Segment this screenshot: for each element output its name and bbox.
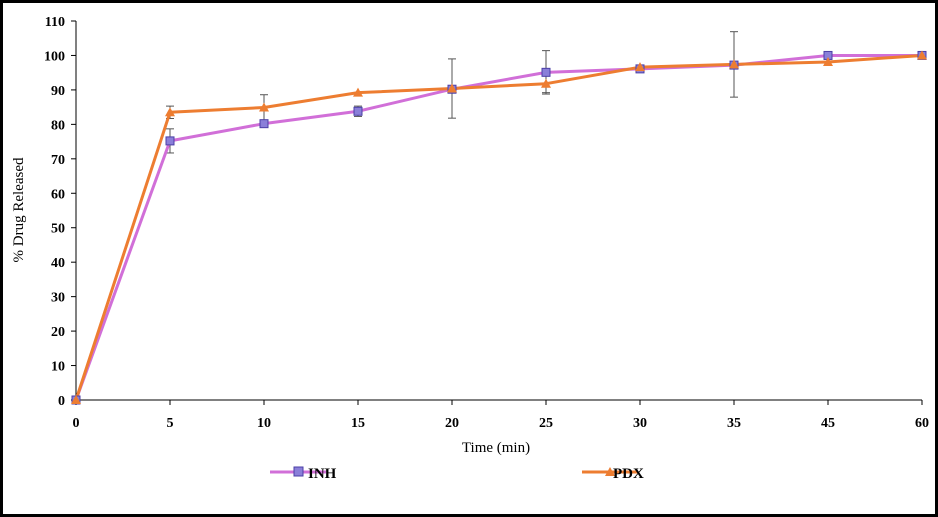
pdx-point — [729, 59, 739, 69]
y-tick-labels: 0 10 20 30 40 50 60 70 80 90 100 110 — [44, 15, 65, 409]
axes — [71, 20, 923, 405]
inh-point — [165, 136, 175, 146]
inh-series-line — [74, 53, 922, 401]
series-lines — [74, 53, 923, 401]
legend: INH PDX — [270, 466, 644, 482]
legend-pdx-label: PDX — [613, 466, 644, 482]
x-tick-labels: 0 5 10 15 20 25 30 35 45 60 — [73, 416, 930, 431]
y-tick-label: 100 — [44, 49, 65, 64]
x-tick-label: 15 — [351, 416, 365, 431]
legend-inh-label: INH — [308, 466, 337, 482]
x-tick-label: 30 — [633, 416, 647, 431]
y-tick-label: 110 — [45, 15, 65, 30]
legend-pdx-marker — [605, 467, 615, 476]
legend-inh-marker — [293, 466, 304, 477]
y-axis-title: % Drug Released — [11, 157, 27, 262]
x-tick-label: 5 — [167, 416, 174, 431]
x-tick-label: 10 — [257, 416, 271, 431]
pdx-point — [447, 83, 457, 93]
y-tick-label: 90 — [51, 84, 65, 99]
pdx-series-line — [74, 53, 923, 401]
inh-point — [259, 119, 269, 129]
pdx-point — [635, 62, 645, 72]
x-tick-label: 20 — [445, 416, 459, 431]
y-tick-label: 0 — [58, 394, 65, 409]
y-tick-label: 40 — [51, 256, 65, 271]
x-tick-label: 45 — [821, 416, 835, 431]
x-tick-label: 35 — [727, 416, 741, 431]
pdx-point — [353, 87, 363, 97]
pdx-point — [541, 78, 551, 88]
pdx-point — [259, 102, 269, 112]
x-tick-label: 0 — [73, 416, 80, 431]
y-tick-label: 80 — [51, 118, 65, 133]
y-tick-label: 50 — [51, 222, 65, 237]
series-markers — [71, 50, 927, 405]
inh-point — [353, 106, 363, 116]
y-tick-label: 60 — [51, 187, 65, 202]
pdx-point — [917, 50, 927, 60]
y-tick-label: 20 — [51, 325, 65, 340]
pdx-point — [71, 395, 81, 404]
inh-point — [541, 67, 551, 77]
pdx-point — [165, 107, 175, 117]
y-tick-label: 10 — [51, 360, 65, 375]
x-axis-title: Time (min) — [462, 440, 530, 456]
x-tick-label: 60 — [915, 416, 929, 431]
y-tick-label: 70 — [51, 153, 65, 168]
x-tick-label: 25 — [539, 416, 553, 431]
y-tick-label: 30 — [51, 291, 65, 306]
pdx-point — [823, 57, 833, 67]
